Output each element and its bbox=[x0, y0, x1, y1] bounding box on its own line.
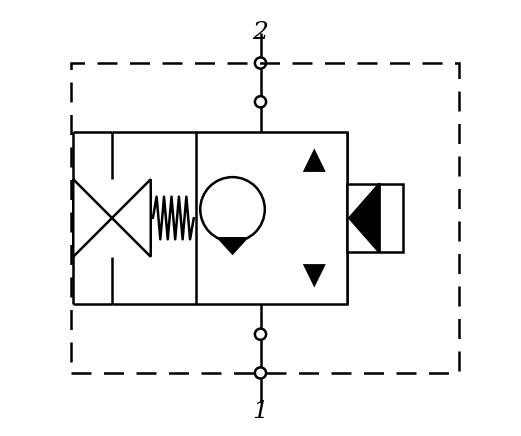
Polygon shape bbox=[305, 266, 324, 285]
Polygon shape bbox=[219, 238, 246, 253]
Text: 2: 2 bbox=[253, 21, 268, 44]
Bar bbox=[346, 184, 403, 252]
Text: 1: 1 bbox=[253, 400, 268, 423]
Bar bbox=[71, 63, 458, 373]
Polygon shape bbox=[305, 151, 324, 170]
Polygon shape bbox=[350, 184, 380, 252]
Polygon shape bbox=[73, 179, 112, 257]
Bar bbox=[196, 132, 346, 304]
Polygon shape bbox=[112, 179, 151, 257]
